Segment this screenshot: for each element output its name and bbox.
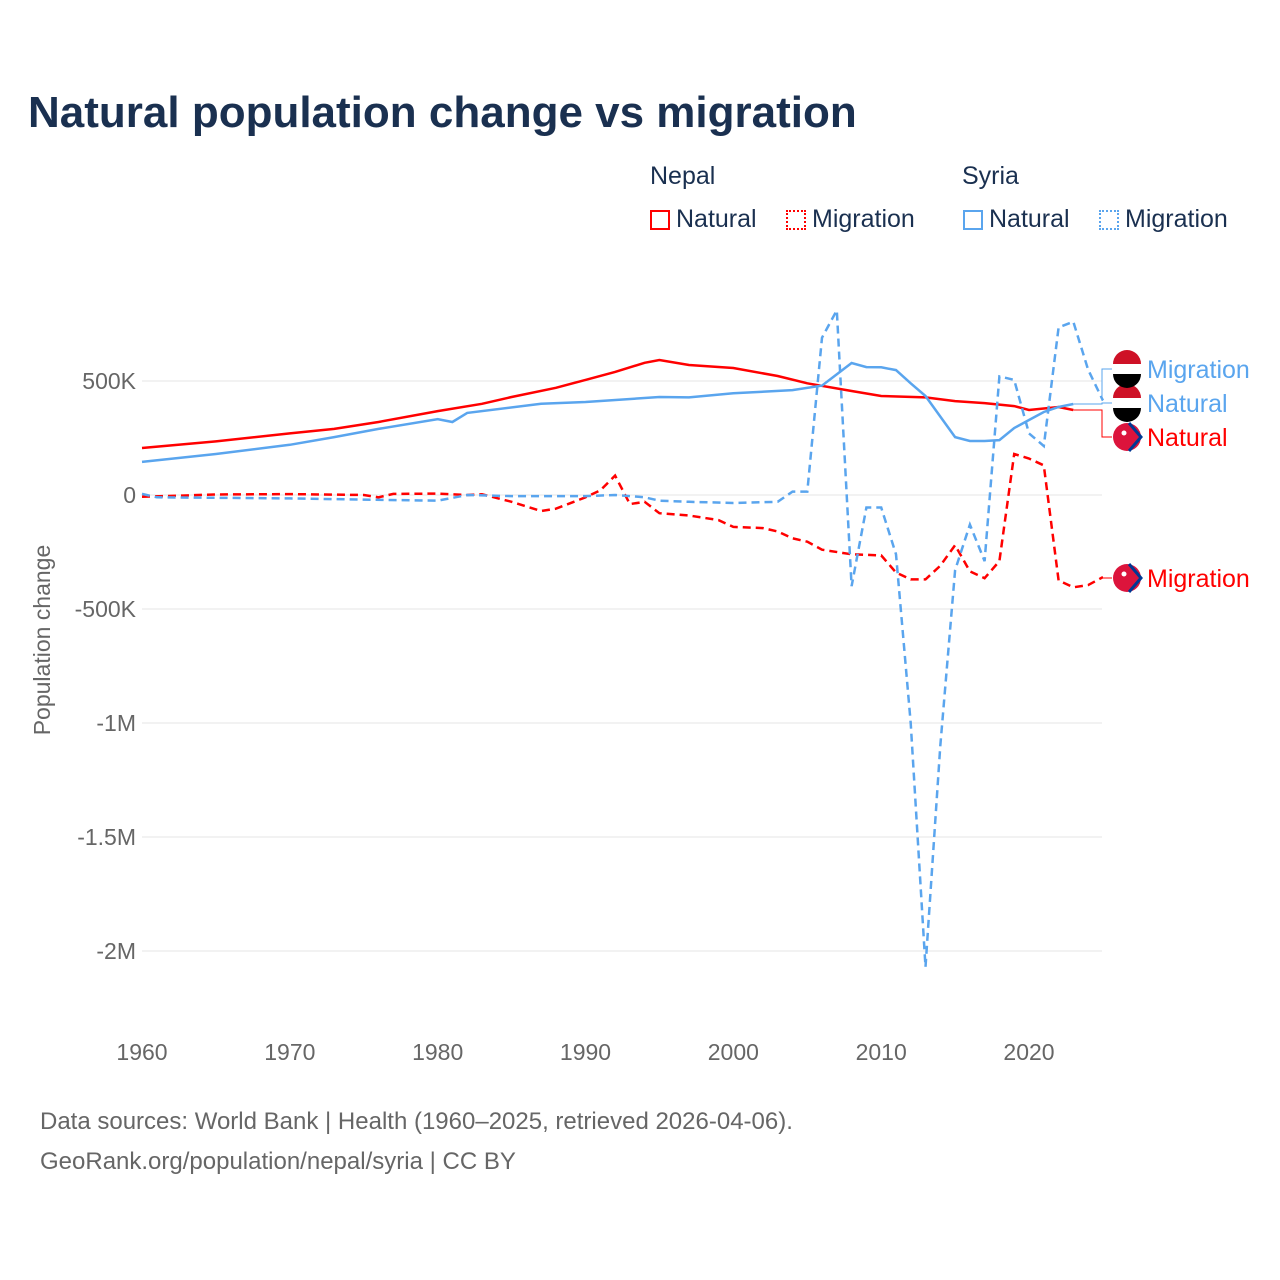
y-tick-label: 500K [82,368,136,394]
flag-nepal-icon [1113,423,1141,451]
series-line-nepal-natural [141,358,1074,450]
legend-label: Natural [989,205,1070,233]
y-tick-label: -500K [75,596,137,622]
legend-nepal-migration[interactable]: Migration [786,205,915,234]
series-line-syria-migration [141,305,1105,968]
flag-nepal-icon [1113,564,1141,592]
legend-swatch [963,209,983,230]
legend-swatch [1099,209,1119,230]
x-tick-label: 2010 [856,1039,907,1065]
legend-nepal-natural[interactable]: Natural [650,205,757,234]
series-line-nepal-migration [141,452,1104,589]
y-tick-label: -1.5M [77,824,136,850]
footer-attribution: GeoRank.org/population/nepal/syria | CC … [40,1148,516,1175]
flag-nepal-icon [1127,422,1143,452]
x-tick-label: 2020 [1003,1039,1054,1065]
y-tick-label: -2M [96,938,136,964]
legend-group-nepal: Nepal [650,162,716,190]
flag-nepal-icon [1121,430,1127,436]
footer-sources: Data sources: World Bank | Health (1960–… [40,1108,793,1135]
legend-label: Natural [676,205,757,233]
legend-syria-migration[interactable]: Migration [1099,205,1228,234]
flag-nepal-icon [1121,571,1127,577]
flag-syria-icon [1113,374,1141,388]
x-tick-label: 1990 [560,1039,611,1065]
y-axis-label: Population change [29,545,55,736]
label-connector [1101,368,1112,401]
series-label: Migration [1147,565,1250,593]
y-tick-label: 0 [123,482,136,508]
legend-group-syria: Syria [962,162,1019,190]
label-connector [1073,409,1112,438]
chart-title: Natural population change vs migration [28,88,857,137]
series-line-syria-natural [141,361,1074,464]
x-tick-label: 2000 [708,1039,759,1065]
y-tick-label: -1M [96,710,136,736]
legend-swatch [786,209,806,230]
legend-syria-natural[interactable]: Natural [963,205,1070,234]
flag-syria-icon [1113,408,1141,422]
legend-swatch [650,209,670,230]
flag-nepal-icon [1127,563,1143,593]
label-connector [1101,576,1112,579]
series-label: Migration [1147,356,1250,384]
x-tick-label: 1980 [412,1039,463,1065]
series-label: Natural [1147,424,1228,452]
flag-syria-icon [1113,350,1141,364]
flag-syria-icon [1113,384,1141,398]
x-tick-label: 1960 [116,1039,167,1065]
series-label: Natural [1147,390,1228,418]
label-connector [1073,402,1112,405]
x-tick-label: 1970 [264,1039,315,1065]
legend-label: Migration [812,205,915,233]
legend-label: Migration [1125,205,1228,233]
